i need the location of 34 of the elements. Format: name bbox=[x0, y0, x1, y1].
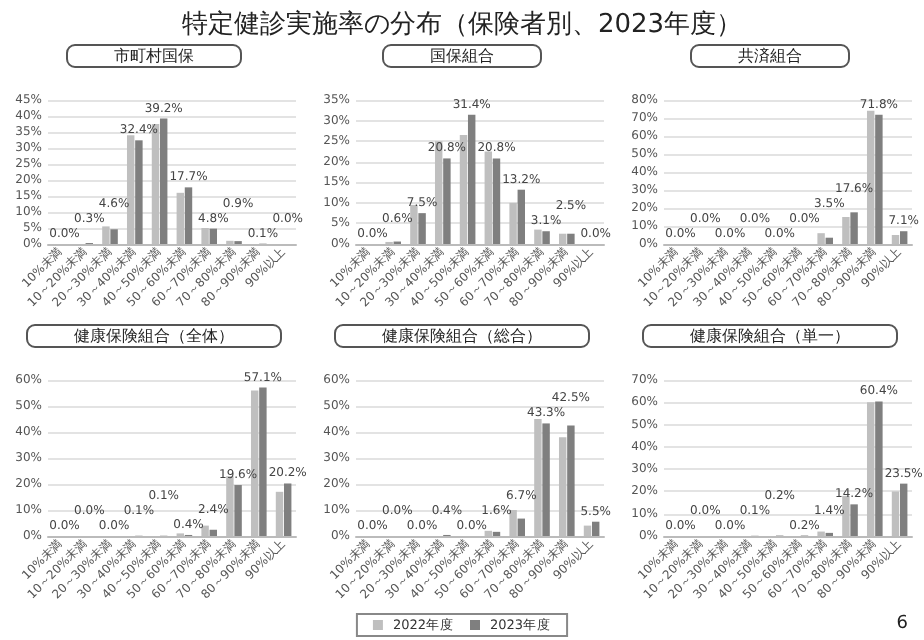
bar bbox=[159, 118, 168, 244]
bar bbox=[567, 425, 575, 536]
bar bbox=[209, 228, 218, 244]
bar bbox=[184, 187, 193, 244]
bar bbox=[542, 423, 550, 536]
text: 6 bbox=[896, 614, 908, 634]
bar bbox=[850, 504, 858, 536]
bar bbox=[875, 114, 883, 244]
bar bbox=[283, 483, 292, 536]
bar bbox=[135, 140, 143, 244]
bar bbox=[875, 401, 883, 536]
chart-title: 国保組合 bbox=[430, 47, 494, 65]
bar bbox=[517, 518, 526, 536]
bar bbox=[418, 213, 426, 244]
bar bbox=[850, 212, 858, 244]
bar bbox=[567, 233, 575, 244]
chart-title: 健康保険組合（全体） bbox=[74, 327, 234, 345]
bar bbox=[209, 529, 218, 536]
chart-title: 市町村国保 bbox=[114, 47, 194, 65]
text: 特定健診実施率の分布（保険者別、2023年度） bbox=[179, 8, 745, 42]
chart-title: 共済組合 bbox=[738, 47, 802, 65]
bar bbox=[467, 114, 476, 244]
bar bbox=[259, 387, 267, 536]
bar bbox=[591, 521, 600, 536]
bar bbox=[899, 231, 908, 244]
bar bbox=[443, 158, 451, 244]
bar bbox=[899, 483, 908, 536]
bar bbox=[110, 229, 118, 244]
bar bbox=[492, 158, 501, 244]
bar bbox=[517, 189, 526, 244]
bar bbox=[234, 485, 242, 536]
chart-title: 健康保険組合（単一） bbox=[690, 327, 850, 345]
bar bbox=[542, 231, 550, 244]
chart-title: 健康保険組合（総合） bbox=[382, 327, 542, 345]
